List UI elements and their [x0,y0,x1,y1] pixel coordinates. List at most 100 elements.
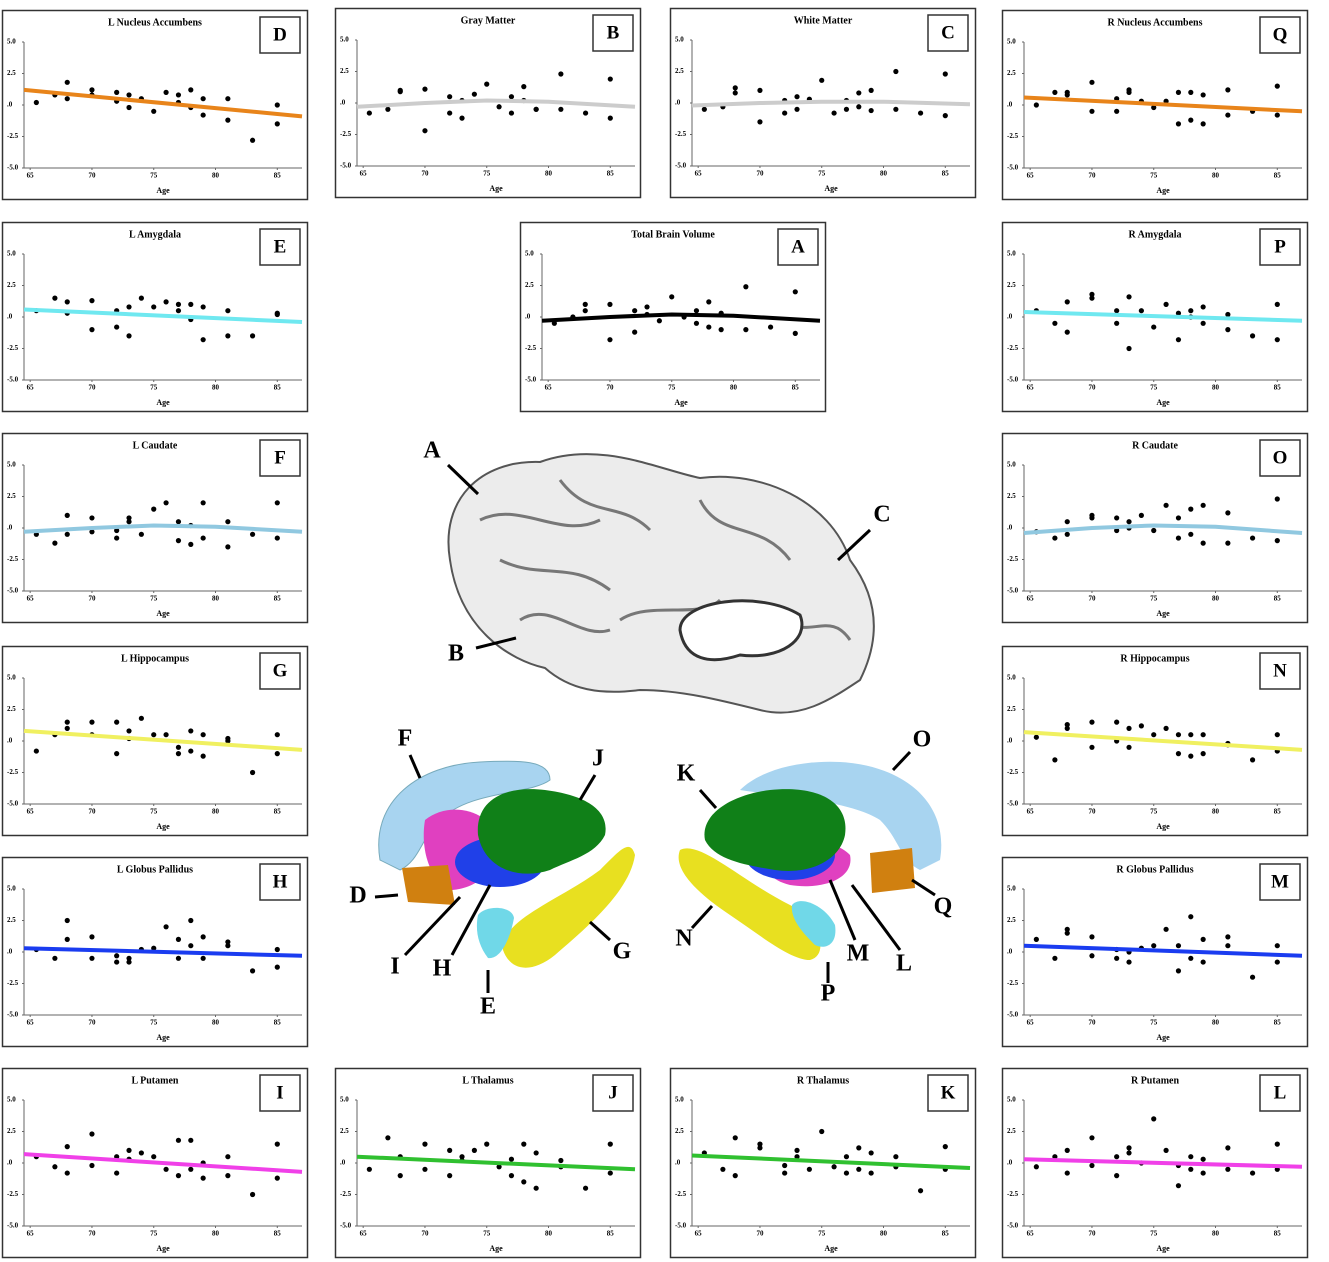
data-point [188,728,194,734]
data-point [1064,725,1070,731]
data-point [114,324,120,330]
y-tick-label: .0 [340,1159,346,1167]
data-point [274,500,280,506]
data-point [720,1166,726,1172]
data-point [1188,1166,1194,1172]
data-point [1175,751,1182,757]
data-point [856,1166,862,1172]
data-point [582,301,588,307]
data-point [1114,955,1120,961]
data-point [385,106,391,112]
x-tick-label: 65 [360,170,368,178]
data-point [1126,519,1132,525]
y-tick-label: .0 [7,948,13,956]
chart-panel: L Globus Pallidus H 5.0 2.5 .0 -2.5 -5.0 65 70 75… [1,856,309,1048]
data-point [1175,337,1182,343]
chart-panel: L Caudate F 5.0 2.5 .0 -2.5 -5.0 65 70 75 80 85 Age [1,432,309,624]
x-tick-label: 70 [421,170,429,178]
data-point [225,308,231,314]
y-tick-label: -2.5 [525,344,537,352]
chart-panel: R Amygdala P 5.0 2.5 .0 -2.5 -5.0 65 70 75 80 85 Age [1001,221,1309,413]
data-point [459,115,465,121]
data-point [521,1179,527,1185]
y-tick-label: -5.0 [675,162,687,170]
data-point [1200,320,1206,326]
y-tick-label: -5.0 [1007,800,1019,808]
y-tick-label: .0 [7,737,13,745]
chart-title: R Putamen [1131,1075,1179,1086]
data-point [1126,1150,1132,1156]
x-tick-label: 65 [1027,1230,1035,1238]
data-point [1225,540,1231,546]
x-tick-label: 80 [1212,1230,1220,1238]
data-point [422,1166,428,1172]
y-tick-label: 2.5 [1007,492,1016,500]
data-point [1274,732,1280,738]
data-point [200,112,206,118]
data-point [126,92,132,98]
data-point [447,110,453,116]
y-tick-label: -5.0 [1007,1011,1019,1019]
y-tick-label: .0 [1007,313,1013,321]
panel-letter-box [259,863,301,901]
x-tick-label: 65 [695,1230,703,1238]
y-tick-label: -2.5 [1007,979,1019,987]
data-point [1188,506,1194,512]
data-point [1126,87,1132,93]
y-tick-label: 5.0 [675,36,684,44]
data-point [64,719,70,725]
x-tick-label: 70 [88,1019,96,1027]
data-point [1225,112,1231,118]
data-point [1249,1170,1256,1176]
data-point [385,1135,391,1141]
data-point [1114,320,1120,326]
data-point [1274,112,1280,118]
data-point [794,106,800,112]
data-point [868,1170,874,1176]
chart-panel: L Amygdala E 5.0 2.5 .0 -2.5 -5.0 65 70 75 80 85 Age [1,221,309,413]
chart-panel: R Thalamus K 5.0 2.5 .0 -2.5 -5.0 65 70 75 80 85 Age [669,1067,977,1259]
x-tick-label: 75 [818,170,826,178]
data-point [89,1162,95,1169]
data-point [188,917,194,924]
data-point [1064,930,1070,936]
data-point [1114,308,1120,314]
x-tick-label: 75 [150,808,158,816]
data-point [1114,719,1120,725]
data-point [225,943,231,949]
panel-letter: O [1273,447,1288,468]
diagram-label: E [480,994,496,1020]
data-point [732,1173,738,1179]
data-point [1200,959,1206,965]
chart-title: R Globus Pallidus [1116,864,1193,875]
chart-panel: R Hippocampus N 5.0 2.5 .0 -2.5 -5.0 65 70 75 80 85… [1001,645,1309,837]
trend-line [23,307,303,325]
diagram-label: G [613,939,632,965]
panel-letter-box [1259,1074,1301,1112]
x-tick-label: 75 [483,1230,491,1238]
x-axis-label: Age [156,1033,170,1042]
data-point [274,535,280,541]
data-point [607,76,613,82]
data-point [274,732,280,738]
y-tick-label: -2.5 [1007,768,1019,776]
data-point [1064,722,1070,728]
data-point [582,1185,589,1191]
data-point [175,308,182,314]
data-point [52,295,58,301]
data-point [1188,914,1194,920]
data-point [225,939,231,945]
data-point [1138,308,1144,314]
data-point [757,1141,763,1147]
x-tick-label: 85 [1274,808,1282,816]
data-point [656,318,662,324]
data-point [274,311,280,318]
chart-panel: White Matter C 5.0 2.5 .0 -2.5 -5.0 65 70 75 80 85 A… [669,7,977,199]
data-point [1064,531,1070,537]
panel-letter: K [941,1082,956,1103]
x-axis-label: Age [674,398,688,407]
data-point [447,94,453,100]
data-point [868,107,874,114]
data-point [52,540,58,546]
data-point [1200,1156,1206,1162]
